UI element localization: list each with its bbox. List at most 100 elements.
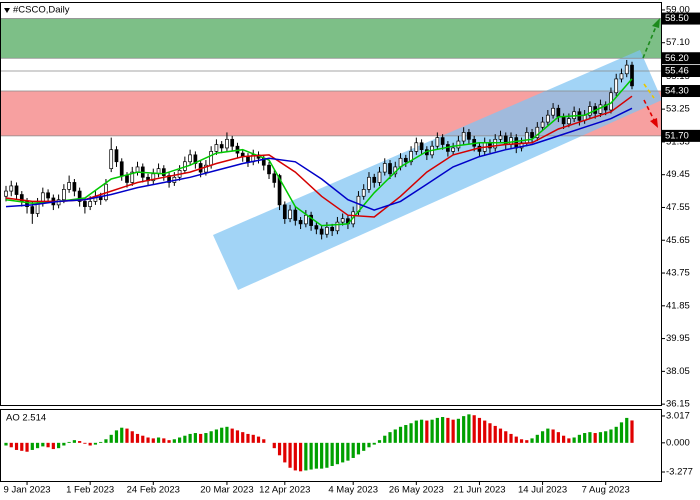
x-tick-label: 4 May 2023: [328, 485, 378, 496]
ao-bar: [146, 437, 150, 443]
ao-bar: [298, 442, 303, 472]
candle-body: [314, 225, 319, 230]
ao-bar: [130, 431, 134, 443]
candle-body: [630, 64, 634, 87]
ao-bar: [188, 433, 192, 443]
ao-bar: [562, 435, 566, 443]
candle-body: [382, 163, 387, 173]
candle-body: [493, 138, 498, 149]
level-label: 56.20: [665, 53, 689, 64]
x-tick-label: 9 Jan 2023: [4, 485, 51, 496]
ao-bar: [419, 419, 424, 443]
candle-body: [161, 168, 166, 176]
candle-body: [377, 171, 382, 183]
ao-bar: [4, 442, 8, 446]
ao-bar: [109, 434, 113, 443]
y-tick-label: 43.75: [666, 268, 690, 279]
ao-bar: [330, 442, 334, 466]
x-tick-label: 14 Jul 2023: [518, 485, 567, 496]
ao-bar: [404, 425, 408, 443]
ao-bar: [283, 442, 287, 463]
ao-bar: [488, 423, 492, 443]
candle-body: [67, 182, 71, 190]
x-tick-label: 21 Jun 2023: [453, 485, 505, 496]
ao-bar: [588, 432, 592, 443]
ao-bar: [51, 442, 55, 450]
ao-bar: [62, 442, 66, 446]
ao-bar: [430, 419, 434, 443]
ao-bar: [514, 436, 518, 443]
candle-body: [330, 226, 335, 232]
ao-bar: [199, 433, 203, 443]
candle-body: [267, 164, 271, 175]
candle-body: [230, 138, 235, 147]
moving-average: [5, 107, 633, 211]
candle-body: [119, 161, 124, 176]
candle-body: [219, 144, 224, 149]
y-tick-label: 41.85: [666, 300, 690, 311]
ao-bar: [377, 440, 382, 443]
ao-bar: [251, 434, 255, 443]
ao-bar: [609, 429, 613, 443]
candle-body: [282, 204, 287, 220]
candle-body: [293, 209, 298, 221]
candle-body: [461, 132, 466, 142]
chart-title: #CSCO,Daily: [13, 5, 70, 16]
ao-bar: [351, 442, 355, 458]
ao-bar: [120, 427, 124, 443]
ao-bar: [546, 428, 550, 443]
y-tick-label: 51.35: [666, 136, 690, 147]
ao-bar: [367, 442, 371, 448]
level-label-box: [662, 12, 700, 25]
candle-body: [9, 185, 14, 192]
candle-body: [403, 157, 408, 163]
candle-body: [303, 214, 308, 225]
candle-body: [409, 151, 413, 163]
candle-body: [467, 132, 471, 140]
ao-bar: [309, 442, 313, 470]
ao-label: AO 2.514: [6, 413, 46, 424]
ao-bar: [114, 430, 119, 443]
candle-body: [588, 106, 592, 116]
ao-bar: [172, 439, 176, 443]
ao-bar: [572, 437, 576, 443]
ao-bar: [556, 432, 560, 443]
ao-bar: [162, 438, 166, 443]
ao-bar: [619, 422, 624, 443]
candle-body: [540, 121, 545, 128]
candle-body: [135, 166, 140, 173]
candle-body: [209, 151, 214, 166]
ao-bar: [167, 440, 171, 443]
candle-body: [514, 137, 519, 149]
ao-bar: [498, 428, 503, 443]
x-tick-label: 24 Feb 2023: [127, 485, 180, 496]
candle-body: [524, 132, 529, 144]
candle-body: [435, 137, 440, 147]
ao-bar: [241, 432, 245, 443]
ao-bar: [325, 442, 329, 468]
candle-body: [335, 221, 340, 232]
ao-bar: [288, 442, 292, 468]
ao-bar: [393, 429, 397, 443]
y-tick-label: 38.05: [666, 366, 690, 377]
x-tick-label: 12 Apr 2023: [259, 485, 310, 496]
ao-bar: [441, 417, 445, 443]
ao-bar: [583, 433, 587, 443]
candle-body: [325, 226, 329, 235]
level-label: 51.70: [665, 130, 689, 141]
candle-body: [619, 73, 624, 80]
candle-body: [535, 126, 540, 138]
ao-bar: [477, 417, 482, 443]
candle-body: [340, 218, 345, 223]
candle-body: [83, 201, 87, 207]
x-tick-label: 20 Mar 2023: [200, 485, 253, 496]
moving-averages: [5, 78, 633, 227]
ao-bar: [425, 420, 429, 443]
ao-bar: [104, 439, 108, 443]
y-tick-label: 49.45: [666, 169, 690, 180]
ao-bar: [25, 442, 29, 452]
ao-bar: [246, 433, 250, 443]
ao-bar: [530, 438, 534, 443]
candle-body: [372, 176, 377, 183]
ao-bar: [30, 442, 34, 450]
